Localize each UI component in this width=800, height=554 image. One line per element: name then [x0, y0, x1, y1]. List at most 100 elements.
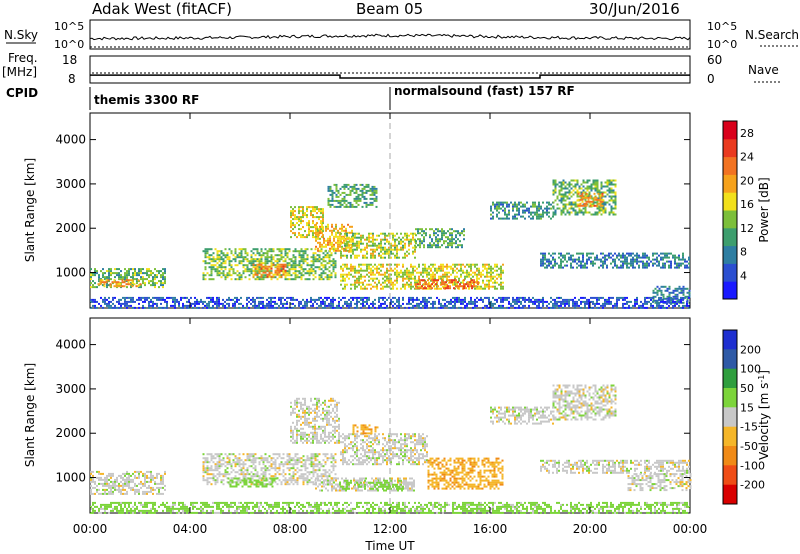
time-tick-label: 20:00	[573, 522, 608, 536]
cpid-panel: CPID themis 3300 RF normalsound (fast) 1…	[6, 84, 575, 110]
power-colorbar-segment	[723, 121, 737, 140]
nsearch-label: N.Search	[745, 28, 799, 42]
nave-label: Nave	[748, 63, 779, 77]
velocity-colorbar-tick: 15	[740, 401, 754, 414]
power-data-layer	[90, 179, 691, 309]
velocity-y-axis-title: Slant Range [km]	[23, 363, 37, 467]
y-tick-label: 2000	[55, 426, 86, 440]
velocity-y-axis: 1000 2000 3000 4000	[55, 318, 690, 513]
velocity-colorbar-segment	[723, 426, 737, 447]
velocity-colorbar-segment	[723, 465, 737, 486]
velocity-colorbar-title: Velocity [m s-1]	[757, 370, 771, 460]
nsky-label: N.Sky	[4, 28, 38, 42]
nsearch-tick-bottom: 10^0	[707, 38, 737, 51]
freq-tick-top: 18	[62, 53, 77, 67]
data-region-0-4	[290, 206, 324, 239]
data-region-0-14	[540, 252, 690, 269]
power-colorbar-segment	[723, 263, 737, 282]
data-region-1-1	[202, 453, 337, 486]
data-region-1-11	[540, 459, 690, 474]
power-colorbar-segment	[723, 210, 737, 229]
power-colorbar-segment	[723, 281, 737, 300]
velocity-colorbar-segment	[723, 484, 737, 505]
nsky-series	[89, 33, 691, 42]
velocity-colorbar-tick: -200	[740, 479, 765, 492]
station-title: Adak West (fitACF)	[92, 0, 232, 18]
data-region-0-8	[340, 232, 416, 259]
time-tick-label: 16:00	[473, 522, 508, 536]
time-tick-label: 08:00	[273, 522, 308, 536]
data-region-1-12	[627, 473, 692, 492]
y-tick-label: 3000	[55, 177, 86, 191]
nsky-panel: N.Sky 10^5 10^0 10^5 10^0 N.Search	[4, 19, 799, 51]
power-colorbar-tick: 28	[740, 127, 754, 140]
power-colorbar-segment	[723, 138, 737, 158]
y-tick-label: 2000	[55, 221, 86, 235]
data-region-1-3	[290, 397, 340, 444]
data-region-0-13	[577, 192, 604, 207]
velocity-colorbar-segment	[723, 446, 737, 466]
y-tick-label: 1000	[55, 471, 86, 485]
data-region-0-16	[90, 296, 690, 309]
nsearch-tick-top: 10^5	[707, 20, 737, 33]
velocity-colorbar-segment	[723, 330, 737, 350]
time-axis-title: Time UT	[364, 539, 415, 553]
freq-label: Freq.	[8, 51, 38, 65]
power-colorbar-tick: 12	[740, 222, 754, 235]
freq-frame	[89, 55, 691, 84]
time-tick-label: 00:00	[673, 522, 708, 536]
velocity-colorbar-segment	[723, 368, 737, 389]
data-region-0-3	[252, 263, 287, 278]
nsky-tick-top: 10^5	[54, 20, 84, 33]
velocity-colorbar-tick: 50	[740, 382, 754, 395]
velocity-colorbar: 200 100 50 15 -15 -50 -100 -200	[722, 329, 765, 505]
power-colorbar-title: Power [dB]	[757, 177, 771, 242]
data-region-0-15	[652, 285, 691, 304]
power-colorbar-segment	[723, 245, 737, 264]
data-region-1-10	[552, 384, 617, 421]
power-y-axis: 1000 2000 3000 4000	[55, 113, 690, 308]
velocity-colorbar-tick: 100	[740, 363, 761, 376]
velocity-data-layer	[90, 384, 692, 514]
data-region-0-11	[490, 201, 554, 220]
power-colorbar-tick: 8	[740, 246, 747, 259]
velocity-colorbar-segment	[723, 349, 737, 370]
data-region-0-1	[97, 279, 142, 288]
time-tick-label: 00:00	[73, 522, 108, 536]
y-tick-label: 3000	[55, 382, 86, 396]
power-colorbar-segment	[723, 174, 737, 193]
data-region-1-7	[340, 479, 404, 490]
freq-tick-bottom: 8	[68, 72, 76, 86]
power-colorbar-tick: 4	[740, 269, 747, 282]
beam-title: Beam 05	[356, 0, 423, 18]
y-tick-label: 1000	[55, 266, 86, 280]
power-panel: 1000 2000 3000 4000 Slant Range [km] 4 8 12 16…	[23, 112, 771, 309]
nave-tick-top: 60	[707, 53, 722, 67]
freq-panel: Freq. [MHz] 18 8 60 0 Nave	[2, 51, 780, 86]
data-region-0-7	[415, 279, 479, 290]
power-y-axis-title: Slant Range [km]	[23, 158, 37, 262]
nave-tick-bottom: 0	[707, 72, 715, 86]
time-axis: 00:00 04:00 08:00 12:00 16:00 20:00 00:00	[73, 113, 708, 536]
data-region-0-0	[90, 268, 166, 289]
data-region-0-9	[415, 228, 465, 249]
data-region-1-8	[427, 457, 504, 490]
freq-line	[90, 74, 690, 79]
power-colorbar: 4 8 12 16 20 24 28	[722, 120, 754, 300]
power-colorbar-tick: 20	[740, 174, 754, 187]
power-colorbar-segment	[723, 192, 737, 211]
power-colorbar-tick: 16	[740, 198, 754, 211]
power-colorbar-segment	[723, 227, 737, 247]
nsky-frame	[89, 19, 691, 50]
freq-unit-label: [MHz]	[2, 65, 37, 79]
data-region-1-0	[90, 470, 166, 495]
velocity-colorbar-segment	[723, 388, 737, 408]
y-tick-label: 4000	[55, 133, 86, 147]
cpid-label: CPID	[6, 86, 38, 100]
time-tick-label: 04:00	[173, 522, 208, 536]
cpid-program-2: normalsound (fast) 157 RF	[394, 84, 575, 98]
nsky-trace	[89, 33, 691, 48]
data-region-1-2	[227, 477, 278, 488]
nsky-tick-bottom: 10^0	[54, 38, 84, 51]
